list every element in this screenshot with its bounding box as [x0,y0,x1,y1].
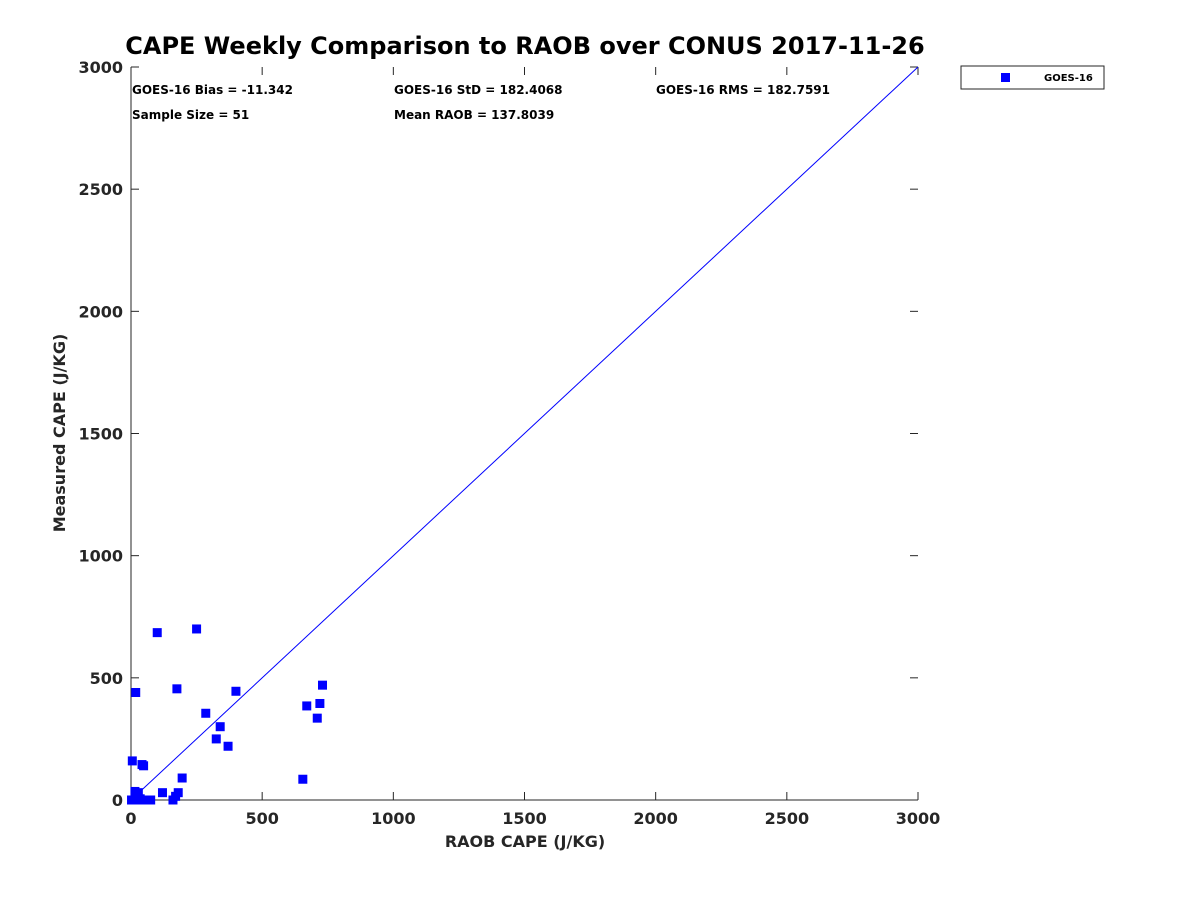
data-point [146,795,156,805]
y-axis-label: Measured CAPE (J/KG) [50,334,69,533]
data-point [298,774,308,784]
y-tick-label: 2000 [78,302,123,321]
legend-label-goes-16: GOES-16 [1044,73,1093,84]
data-point [133,788,143,798]
stats-block: GOES-16 Bias = -11.342 GOES-16 StD = 182… [132,83,830,122]
stat-bias: GOES-16 Bias = -11.342 [132,83,293,97]
y-tick-label: 1500 [78,425,123,444]
data-point [312,713,322,723]
stat-sample-size: Sample Size = 51 [132,108,249,122]
y-tick-label: 0 [112,791,123,810]
x-tick-label: 2000 [633,809,678,828]
data-point [177,773,187,783]
scatter-points [127,624,328,805]
data-point [302,701,312,711]
data-point [192,624,202,634]
x-tick-label: 3000 [896,809,941,828]
x-tick-label: 2500 [765,809,810,828]
data-point [315,698,325,708]
data-point [152,628,162,638]
y-tick-label: 3000 [78,58,123,77]
stat-std: GOES-16 StD = 182.4068 [394,83,563,97]
stat-mean-raob: Mean RAOB = 137.8039 [394,108,554,122]
x-tick-label: 500 [245,809,278,828]
data-point [127,756,137,766]
data-point [211,734,221,744]
one-to-one-line [130,66,919,801]
data-point [201,708,211,718]
data-point [215,722,225,732]
y-tick-label: 1000 [78,547,123,566]
legend: GOES-16 [960,65,1105,90]
y-tick-label: 2500 [78,180,123,199]
y-tick-label: 500 [90,669,123,688]
axis-ticks: 0 500 1000 1500 2000 2500 3000 0 500 1000 1500 2000… [78,58,940,828]
legend-marker-goes-16 [1001,73,1010,82]
x-tick-label: 1500 [502,809,547,828]
x-axis-label: RAOB CAPE (J/KG) [445,832,605,851]
data-point [223,741,233,751]
data-point [173,788,183,798]
chart-title: CAPE Weekly Comparison to RAOB over CONU… [125,32,924,60]
legend-box [960,65,1105,90]
x-tick-label: 0 [125,809,136,828]
data-point [231,686,241,696]
stat-rms: GOES-16 RMS = 182.7591 [656,83,830,97]
x-tick-label: 1000 [371,809,416,828]
data-point [131,687,141,697]
data-point [318,680,328,690]
data-point [172,684,182,694]
data-point [157,788,167,798]
data-point [139,761,149,771]
